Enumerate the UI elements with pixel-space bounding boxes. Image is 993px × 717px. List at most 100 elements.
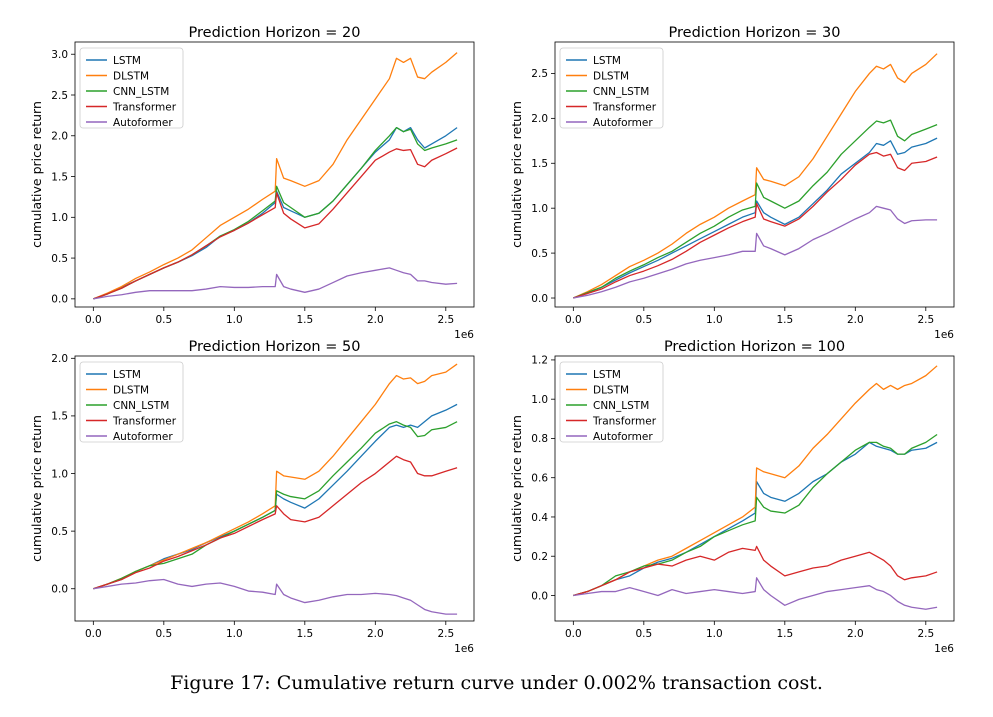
y-tick-label: 2.5	[51, 90, 68, 102]
legend-label: Transformer	[112, 101, 177, 113]
series-line-autoformer	[93, 578, 458, 615]
series-line-transformer	[573, 151, 938, 299]
chart-legend: LSTM DLSTM CNN_LSTM Transformer Autoformer	[79, 47, 184, 129]
series-line-autoformer	[573, 577, 938, 610]
y-tick-label: 1.0	[531, 203, 548, 215]
series-line-dlstm	[93, 363, 458, 590]
x-tick-label: 1.0	[706, 314, 723, 326]
legend-label: Autoformer	[593, 117, 653, 129]
legend-label: CNN_LSTM	[593, 86, 649, 98]
legend-label: Transformer	[592, 101, 657, 113]
series-group	[573, 365, 938, 610]
chart-title: Prediction Horizon = 30	[669, 25, 841, 41]
x-tick-label: 1.0	[706, 628, 723, 640]
series-line-dlstm	[93, 52, 458, 300]
x-offset-label: 1e6	[454, 329, 474, 341]
y-tick-label: 0.8	[531, 433, 548, 445]
y-tick-label: 0.0	[51, 294, 68, 306]
x-offset-label: 1e6	[934, 643, 954, 655]
legend-box	[559, 361, 664, 443]
y-tick-label: 3.0	[51, 49, 68, 61]
legend-label: CNN_LSTM	[113, 400, 169, 412]
y-tick-label: 2.0	[51, 353, 68, 365]
x-tick-label: 2.0	[847, 314, 864, 326]
x-tick-label: 1.0	[226, 314, 243, 326]
y-tick-label: 0.0	[51, 584, 68, 596]
series-line-autoformer	[93, 267, 458, 300]
x-tick-label: 1.0	[226, 628, 243, 640]
legend-box	[559, 47, 664, 129]
chart-panel-2: Prediction Horizon = 30 cumulative price …	[509, 25, 955, 341]
x-tick-label: 0.5	[635, 314, 652, 326]
x-offset-label: 1e6	[934, 329, 954, 341]
legend-label: DLSTM	[113, 70, 149, 82]
legend-label: LSTM	[593, 55, 621, 67]
x-tick-label: 2.5	[917, 628, 934, 640]
x-tick-label: 0.0	[565, 628, 582, 640]
chart-legend: LSTM DLSTM CNN_LSTM Transformer Autoformer	[79, 361, 184, 443]
x-tick-label: 0.5	[155, 314, 172, 326]
legend-box	[79, 47, 184, 129]
x-tick-label: 0.0	[85, 628, 102, 640]
y-tick-label: 1.0	[51, 212, 68, 224]
chart-panel-1: Prediction Horizon = 20 cumulative price …	[29, 25, 475, 341]
x-tick-label: 0.0	[565, 314, 582, 326]
x-tick-label: 1.5	[776, 628, 793, 640]
legend-label: Transformer	[592, 415, 657, 427]
legend-label: LSTM	[113, 369, 141, 381]
y-tick-label: 0.5	[531, 248, 548, 260]
series-line-transformer	[573, 545, 938, 597]
plot-area-frame	[554, 41, 955, 308]
x-tick-label: 0.5	[155, 628, 172, 640]
legend-label: Autoformer	[593, 431, 653, 443]
y-tick-label: 1.5	[531, 158, 548, 170]
chart-legend: LSTM DLSTM CNN_LSTM Transformer Autoformer	[559, 47, 664, 129]
legend-label: CNN_LSTM	[113, 86, 169, 98]
figure-grid: Prediction Horizon = 20 cumulative price …	[29, 25, 955, 655]
y-tick-label: 1.5	[51, 411, 68, 423]
legend-label: LSTM	[593, 369, 621, 381]
legend-box	[79, 361, 184, 443]
x-tick-label: 2.0	[847, 628, 864, 640]
legend-label: DLSTM	[113, 384, 149, 396]
series-line-lstm	[573, 137, 938, 299]
x-tick-label: 2.5	[437, 628, 454, 640]
y-tick-label: 0.4	[531, 512, 548, 524]
y-tick-label: 0.0	[531, 590, 548, 602]
series-line-autoformer	[573, 205, 938, 299]
y-tick-label: 2.5	[531, 68, 548, 80]
legend-label: Transformer	[112, 415, 177, 427]
x-tick-label: 2.5	[437, 314, 454, 326]
plot-area-frame	[554, 355, 955, 622]
y-axis-label: cumulative price return	[29, 101, 44, 248]
x-offset-label: 1e6	[454, 643, 474, 655]
series-line-lstm	[93, 403, 458, 590]
x-tick-label: 2.0	[367, 628, 384, 640]
y-tick-label: 2.0	[531, 113, 548, 125]
y-axis-label: cumulative price return	[29, 415, 44, 562]
x-tick-label: 0.5	[635, 628, 652, 640]
x-tick-label: 1.5	[776, 314, 793, 326]
series-line-cnn-lstm	[573, 119, 938, 299]
plot-area-frame	[74, 355, 475, 622]
series-line-transformer	[93, 455, 458, 590]
y-tick-label: 1.2	[531, 355, 548, 367]
y-axis-label: cumulative price return	[509, 415, 524, 562]
x-tick-label: 2.5	[917, 314, 934, 326]
legend-label: Autoformer	[113, 431, 173, 443]
series-group	[93, 363, 458, 615]
chart-title: Prediction Horizon = 50	[189, 339, 361, 355]
chart-panel-4: Prediction Horizon = 100 cumulative price…	[509, 339, 955, 655]
series-group	[573, 53, 938, 299]
series-line-cnn-lstm	[93, 421, 458, 590]
series-line-transformer	[93, 147, 458, 300]
y-tick-label: 1.5	[51, 171, 68, 183]
y-tick-label: 0.5	[51, 253, 68, 265]
plot-area-frame	[74, 41, 475, 308]
chart-title: Prediction Horizon = 20	[189, 25, 361, 41]
y-tick-label: 1.0	[51, 468, 68, 480]
series-group	[93, 52, 458, 300]
x-tick-label: 1.5	[296, 314, 313, 326]
y-tick-label: 1.0	[531, 394, 548, 406]
y-tick-label: 0.0	[531, 293, 548, 305]
